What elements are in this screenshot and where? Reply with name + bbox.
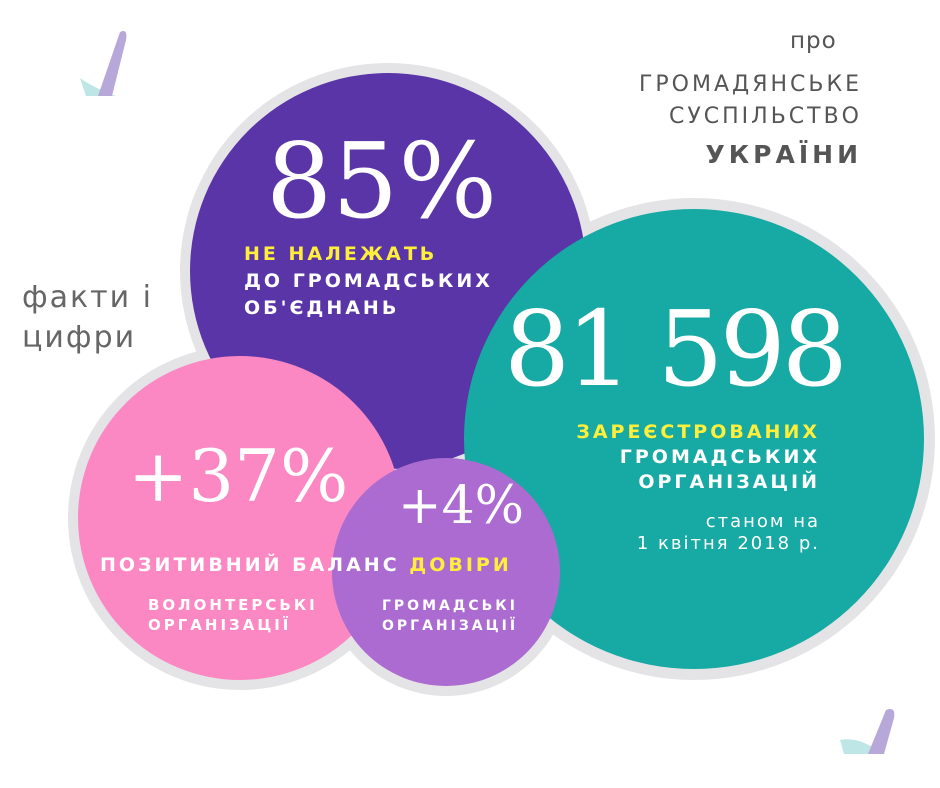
stat-37-value: +37% xyxy=(128,434,349,518)
trust-balance-label: ПОЗИТИВНИЙ БАЛАНС xyxy=(100,554,400,576)
stat-81598-value: 81 598 xyxy=(504,288,848,410)
stat-81598-highlight: ЗАРЕЄСТРОВАНИХ xyxy=(576,421,820,443)
stat-4-value: +4% xyxy=(398,476,525,536)
stat-81598-date-1: станом на xyxy=(705,511,820,532)
facts-label: факти і цифри xyxy=(22,278,153,358)
stat-37-sub-2: ОРГАНІЗАЦІЇ xyxy=(148,616,292,634)
trust-balance-highlight: ДОВІРИ xyxy=(409,554,512,576)
trust-balance-caption: ПОЗИТИВНИЙ БАЛАНС ДОВІРИ xyxy=(100,554,512,576)
stat-81598-date-2: 1 квітня 2018 р. xyxy=(636,533,820,554)
stat-85-line-3: ОБ'ЄДНАНЬ xyxy=(244,297,400,319)
facts-label-line-1: факти і xyxy=(22,280,153,315)
stat-4-sub-1: ГРОМАДСЬКІ xyxy=(382,598,518,614)
stat-37-sub-1: ВОЛОНТЕРСЬКІ xyxy=(148,596,318,614)
stat-85-line-2: ДО ГРОМАДСЬКИХ xyxy=(244,270,493,292)
stat-85-value: 85% xyxy=(266,120,498,242)
header-line-2: СУСПІЛЬСТВО xyxy=(668,104,862,129)
stat-81598-line-3: ОРГАНІЗАЦІЙ xyxy=(638,471,820,493)
stat-85-highlight: НЕ НАЛЕЖАТЬ xyxy=(244,243,438,265)
circle-81598: 81 598 ЗАРЕЄСТРОВАНИХ ГРОМАДСЬКИХ ОРГАНІ… xyxy=(464,209,924,669)
facts-label-line-2: цифри xyxy=(22,320,137,355)
circle-4: +4% ГРОМАДСЬКІ ОРГАНІЗАЦІЇ xyxy=(332,458,560,686)
header-line-3: УКРАЇНИ xyxy=(705,140,862,169)
logo-mark-top-left-icon xyxy=(80,31,127,96)
stat-81598-line-2: ГРОМАДСЬКИХ xyxy=(619,446,820,468)
header-pro: про xyxy=(790,28,837,54)
header-line-1: ГРОМАДЯНСЬКЕ xyxy=(638,72,862,97)
logo-mark-bottom-right-icon xyxy=(840,709,895,754)
stat-4-sub-2: ОРГАНІЗАЦІЇ xyxy=(382,618,519,634)
